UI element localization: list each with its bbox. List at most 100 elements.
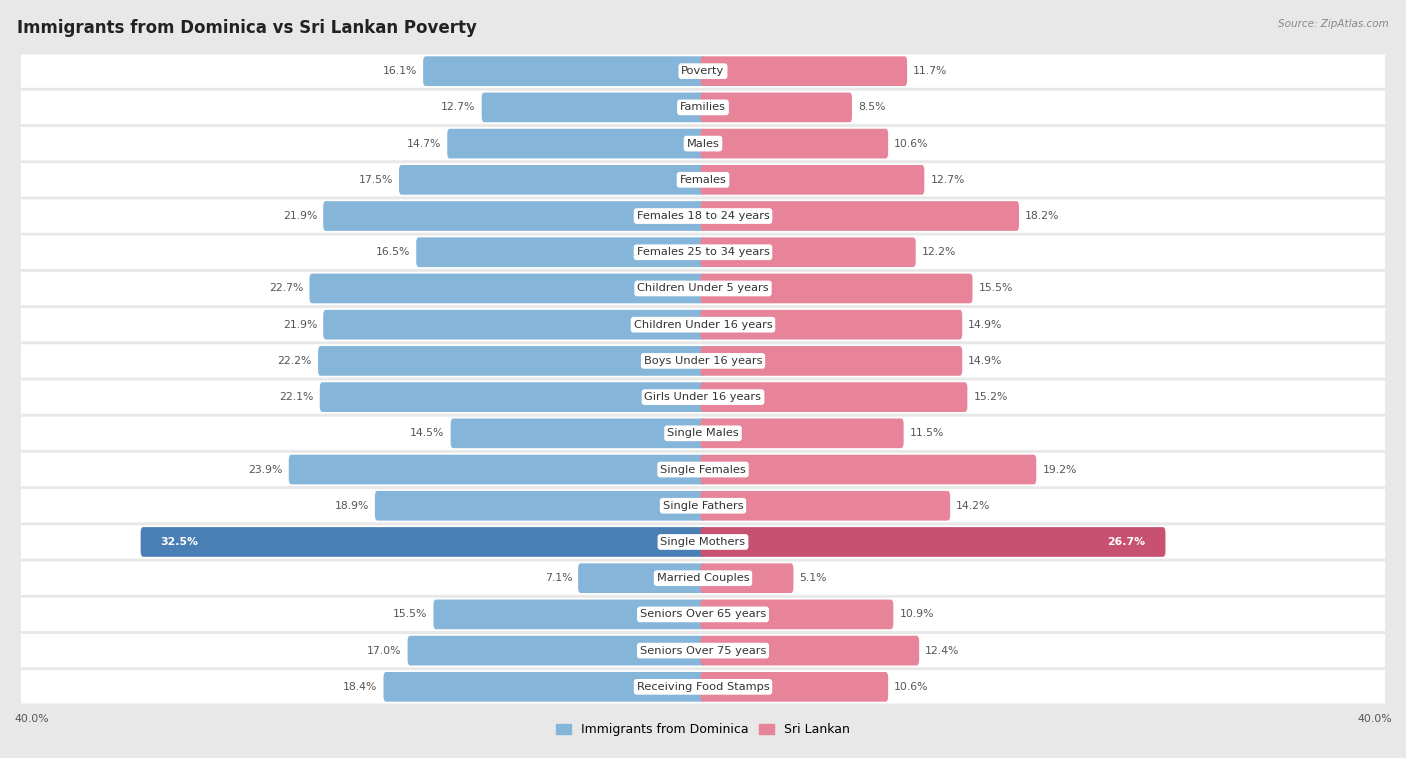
Text: 12.7%: 12.7%: [441, 102, 475, 112]
Text: 15.2%: 15.2%: [973, 392, 1008, 402]
FancyBboxPatch shape: [21, 55, 1385, 88]
Text: 12.7%: 12.7%: [931, 175, 965, 185]
Text: Boys Under 16 years: Boys Under 16 years: [644, 356, 762, 366]
FancyBboxPatch shape: [416, 237, 706, 267]
Text: Immigrants from Dominica vs Sri Lankan Poverty: Immigrants from Dominica vs Sri Lankan P…: [17, 19, 477, 37]
Text: Single Males: Single Males: [666, 428, 740, 438]
FancyBboxPatch shape: [21, 417, 1385, 450]
Text: Children Under 16 years: Children Under 16 years: [634, 320, 772, 330]
FancyBboxPatch shape: [700, 274, 973, 303]
Text: 40.0%: 40.0%: [1357, 714, 1392, 724]
Legend: Immigrants from Dominica, Sri Lankan: Immigrants from Dominica, Sri Lankan: [551, 718, 855, 741]
FancyBboxPatch shape: [21, 91, 1385, 124]
Text: 10.6%: 10.6%: [894, 682, 929, 692]
FancyBboxPatch shape: [700, 527, 1166, 557]
Text: Children Under 5 years: Children Under 5 years: [637, 283, 769, 293]
Text: 5.1%: 5.1%: [800, 573, 827, 583]
Text: Single Fathers: Single Fathers: [662, 501, 744, 511]
FancyBboxPatch shape: [700, 346, 962, 376]
Text: 14.2%: 14.2%: [956, 501, 991, 511]
Text: 17.0%: 17.0%: [367, 646, 402, 656]
FancyBboxPatch shape: [578, 563, 706, 593]
Text: 18.2%: 18.2%: [1025, 211, 1060, 221]
Text: 32.5%: 32.5%: [160, 537, 198, 547]
FancyBboxPatch shape: [21, 199, 1385, 233]
FancyBboxPatch shape: [318, 346, 706, 376]
FancyBboxPatch shape: [21, 489, 1385, 522]
Text: 7.1%: 7.1%: [544, 573, 572, 583]
FancyBboxPatch shape: [21, 236, 1385, 269]
Text: Source: ZipAtlas.com: Source: ZipAtlas.com: [1278, 19, 1389, 29]
FancyBboxPatch shape: [451, 418, 706, 448]
Text: Seniors Over 75 years: Seniors Over 75 years: [640, 646, 766, 656]
Text: 17.5%: 17.5%: [359, 175, 392, 185]
Text: 8.5%: 8.5%: [858, 102, 886, 112]
FancyBboxPatch shape: [700, 56, 907, 86]
Text: 22.1%: 22.1%: [280, 392, 314, 402]
FancyBboxPatch shape: [21, 308, 1385, 341]
Text: 14.9%: 14.9%: [969, 320, 1002, 330]
FancyBboxPatch shape: [323, 201, 706, 231]
Text: 11.7%: 11.7%: [912, 66, 948, 76]
FancyBboxPatch shape: [700, 418, 904, 448]
FancyBboxPatch shape: [384, 672, 706, 702]
FancyBboxPatch shape: [700, 165, 924, 195]
Text: 14.9%: 14.9%: [969, 356, 1002, 366]
FancyBboxPatch shape: [21, 634, 1385, 667]
FancyBboxPatch shape: [21, 670, 1385, 703]
FancyBboxPatch shape: [21, 453, 1385, 486]
FancyBboxPatch shape: [482, 92, 706, 122]
Text: 23.9%: 23.9%: [249, 465, 283, 475]
Text: Females 25 to 34 years: Females 25 to 34 years: [637, 247, 769, 257]
FancyBboxPatch shape: [700, 201, 1019, 231]
Text: 21.9%: 21.9%: [283, 320, 318, 330]
Text: 26.7%: 26.7%: [1108, 537, 1146, 547]
Text: 22.2%: 22.2%: [277, 356, 312, 366]
FancyBboxPatch shape: [700, 92, 852, 122]
Text: 21.9%: 21.9%: [283, 211, 318, 221]
FancyBboxPatch shape: [700, 600, 893, 629]
FancyBboxPatch shape: [323, 310, 706, 340]
Text: Families: Families: [681, 102, 725, 112]
FancyBboxPatch shape: [700, 491, 950, 521]
Text: 16.5%: 16.5%: [375, 247, 411, 257]
FancyBboxPatch shape: [447, 129, 706, 158]
Text: Seniors Over 65 years: Seniors Over 65 years: [640, 609, 766, 619]
FancyBboxPatch shape: [433, 600, 706, 629]
Text: Single Females: Single Females: [661, 465, 745, 475]
Text: 14.7%: 14.7%: [406, 139, 441, 149]
FancyBboxPatch shape: [700, 382, 967, 412]
FancyBboxPatch shape: [700, 129, 889, 158]
FancyBboxPatch shape: [21, 344, 1385, 377]
Text: 15.5%: 15.5%: [394, 609, 427, 619]
Text: 15.5%: 15.5%: [979, 283, 1012, 293]
FancyBboxPatch shape: [288, 455, 706, 484]
Text: Single Mothers: Single Mothers: [661, 537, 745, 547]
Text: 12.4%: 12.4%: [925, 646, 959, 656]
FancyBboxPatch shape: [423, 56, 706, 86]
Text: 40.0%: 40.0%: [14, 714, 49, 724]
FancyBboxPatch shape: [375, 491, 706, 521]
Text: Females 18 to 24 years: Females 18 to 24 years: [637, 211, 769, 221]
FancyBboxPatch shape: [700, 636, 920, 666]
FancyBboxPatch shape: [700, 672, 889, 702]
FancyBboxPatch shape: [700, 310, 962, 340]
Text: 10.6%: 10.6%: [894, 139, 929, 149]
FancyBboxPatch shape: [21, 163, 1385, 196]
FancyBboxPatch shape: [21, 381, 1385, 414]
Text: 19.2%: 19.2%: [1042, 465, 1077, 475]
FancyBboxPatch shape: [21, 598, 1385, 631]
FancyBboxPatch shape: [141, 527, 706, 557]
Text: 18.9%: 18.9%: [335, 501, 368, 511]
FancyBboxPatch shape: [700, 455, 1036, 484]
Text: 12.2%: 12.2%: [922, 247, 956, 257]
Text: 16.1%: 16.1%: [382, 66, 418, 76]
FancyBboxPatch shape: [700, 563, 793, 593]
Text: Receiving Food Stamps: Receiving Food Stamps: [637, 682, 769, 692]
Text: Males: Males: [686, 139, 720, 149]
FancyBboxPatch shape: [309, 274, 706, 303]
Text: Poverty: Poverty: [682, 66, 724, 76]
Text: Females: Females: [679, 175, 727, 185]
FancyBboxPatch shape: [21, 562, 1385, 595]
Text: 10.9%: 10.9%: [900, 609, 934, 619]
